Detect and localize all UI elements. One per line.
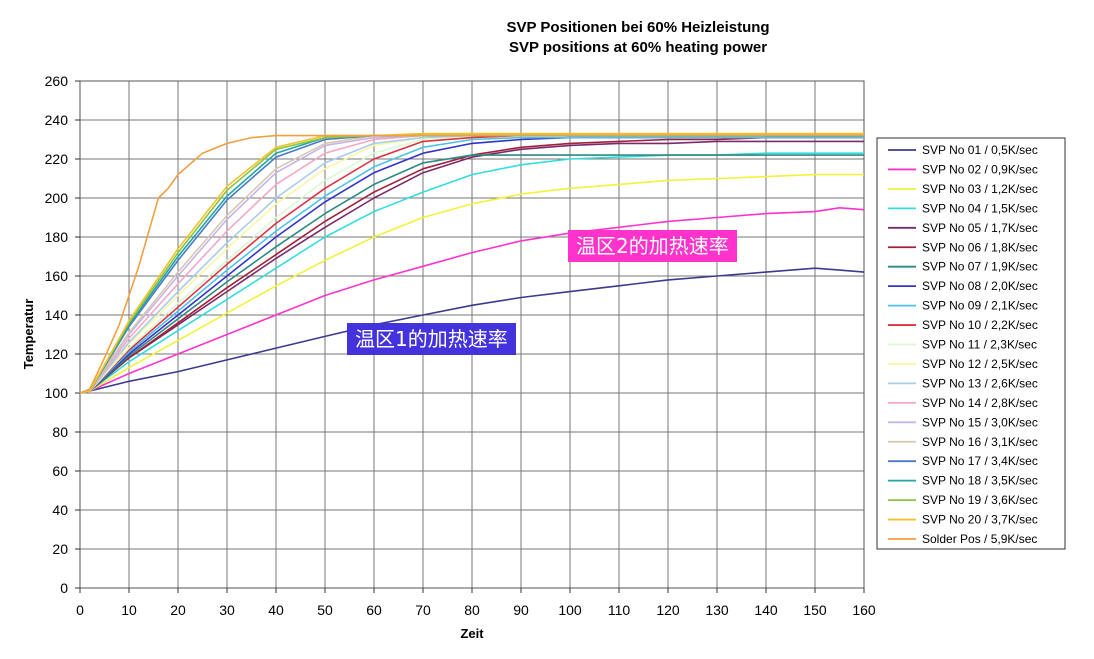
legend-item-label: SVP No 03 / 1,2K/sec	[922, 182, 1038, 196]
x-tick-label: 70	[415, 602, 431, 618]
y-tick-label: 120	[45, 346, 69, 362]
x-axis: 0 10 20 30 40 50 60 70 80 90 100 110 120 130 140 150 160	[76, 588, 876, 618]
legend-item-label: SVP No 14 / 2,8K/sec	[922, 396, 1038, 410]
x-axis-label: Zeit	[460, 626, 484, 641]
legend-item-label: SVP No 10 / 2,2K/sec	[922, 318, 1038, 332]
y-tick-label: 140	[45, 307, 69, 323]
series-line-svp-no-03	[79, 173, 864, 394]
x-tick-label: 130	[705, 602, 729, 618]
chart-title: SVP Positionen bei 60% Heizleistung	[506, 19, 769, 36]
x-tick-label: 120	[656, 602, 680, 618]
y-axis-label: Temperatur	[21, 299, 36, 370]
y-tick-label: 180	[45, 229, 69, 245]
legend-item-label: SVP No 05 / 1,7K/sec	[922, 221, 1038, 235]
legend-item-label: SVP No 08 / 2,0K/sec	[922, 279, 1038, 293]
legend-item-label: SVP No 01 / 0,5K/sec	[922, 143, 1038, 157]
legend-item-label: SVP No 07 / 1,9K/sec	[922, 260, 1038, 274]
y-tick-label: 20	[52, 541, 68, 557]
y-tick-label: 260	[45, 73, 69, 89]
y-tick-label: 80	[52, 424, 68, 440]
legend-item-label: SVP No 18 / 3,5K/sec	[922, 474, 1038, 488]
legend-item-label: SVP No 19 / 3,6K/sec	[922, 493, 1038, 507]
y-tick-label: 240	[45, 112, 69, 128]
series-line-svp-no-05	[79, 140, 864, 394]
x-tick-label: 100	[558, 602, 582, 618]
x-tick-label: 80	[464, 602, 480, 618]
legend-item-label: SVP No 17 / 3,4K/sec	[922, 454, 1038, 468]
y-axis: 0 20 40 60 80 100 120 140 160 180 200 220 240 260	[45, 73, 80, 596]
x-tick-label: 90	[513, 602, 529, 618]
y-tick-label: 220	[45, 151, 69, 167]
x-tick-label: 140	[754, 602, 778, 618]
legend: SVP No 01 / 0,5K/sec SVP No 02 / 0,9K/sec…	[876, 137, 1066, 550]
y-tick-label: 160	[45, 268, 69, 284]
x-tick-label: 20	[170, 602, 186, 618]
legend-item-label: SVP No 04 / 1,5K/sec	[922, 201, 1038, 215]
y-tick-label: 200	[45, 190, 69, 206]
legend-item-label: Solder Pos / 5,9K/sec	[922, 532, 1037, 546]
y-tick-label: 40	[52, 502, 68, 518]
legend-item-label: SVP No 15 / 3,0K/sec	[922, 415, 1038, 429]
series-line-svp-no-09	[79, 136, 864, 394]
y-tick-label: 60	[52, 463, 68, 479]
x-tick-label: 150	[803, 602, 827, 618]
x-tick-label: 30	[219, 602, 235, 618]
legend-item-label: SVP No 20 / 3,7K/sec	[922, 513, 1038, 527]
x-tick-label: 10	[121, 602, 137, 618]
x-tick-label: 60	[366, 602, 382, 618]
series-line-svp-no-20	[79, 132, 864, 394]
series-line-svp-no-07	[79, 154, 864, 394]
x-tick-label: 160	[852, 602, 876, 618]
series-line-svp-no-01	[79, 267, 865, 394]
annotation-zone2-heating-rate: 温区2的加热速率	[568, 230, 737, 262]
chart-subtitle: SVP positions at 60% heating power	[509, 39, 767, 56]
series-group	[79, 132, 865, 394]
series-line-solder-pos	[79, 134, 864, 394]
x-tick-label: 110	[608, 602, 631, 618]
series-line-svp-no-06	[79, 136, 864, 394]
legend-item-label: SVP No 02 / 0,9K/sec	[922, 162, 1038, 176]
legend-item-label: SVP No 12 / 2,5K/sec	[922, 357, 1038, 371]
x-tick-label: 0	[76, 602, 84, 618]
y-tick-label: 0	[60, 580, 68, 596]
legend-item-label: SVP No 11 / 2,3K/sec	[922, 338, 1037, 352]
x-tick-label: 50	[317, 602, 333, 618]
legend-item-label: SVP No 09 / 2,1K/sec	[922, 299, 1038, 313]
legend-item-label: SVP No 16 / 3,1K/sec	[922, 435, 1038, 449]
x-tick-label: 40	[268, 602, 284, 618]
y-tick-label: 100	[45, 385, 69, 401]
annotation-zone1-heating-rate: 温区1的加热速率	[347, 323, 516, 355]
series-line-svp-no-02	[79, 207, 865, 394]
legend-item-label: SVP No 06 / 1,8K/sec	[922, 240, 1038, 254]
legend-item-label: SVP No 13 / 2,6K/sec	[922, 376, 1038, 390]
